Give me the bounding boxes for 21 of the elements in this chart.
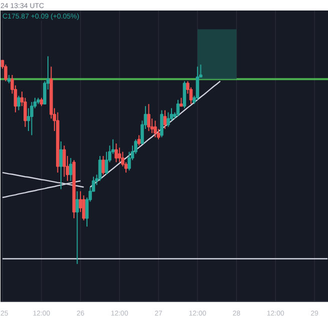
candlestick	[137, 134, 141, 146]
candlestick	[166, 112, 170, 128]
candlestick	[182, 80, 186, 109]
candlestick	[62, 145, 66, 178]
candlestick	[4, 64, 8, 82]
candlestick	[196, 66, 200, 100]
candlestick	[17, 95, 20, 111]
candlestick	[147, 104, 150, 132]
candlestick	[176, 99, 180, 117]
candlestick	[154, 120, 157, 138]
candlestick	[69, 158, 72, 182]
candlestick	[163, 110, 167, 130]
candlestick	[118, 147, 122, 163]
candlestick	[102, 155, 105, 176]
candlestick	[160, 110, 164, 138]
candlestick	[82, 194, 86, 221]
candlestick	[76, 190, 79, 264]
candlestick	[30, 101, 34, 136]
candlestick	[59, 140, 63, 190]
candlestick	[98, 155, 102, 182]
candlestick	[114, 143, 118, 163]
